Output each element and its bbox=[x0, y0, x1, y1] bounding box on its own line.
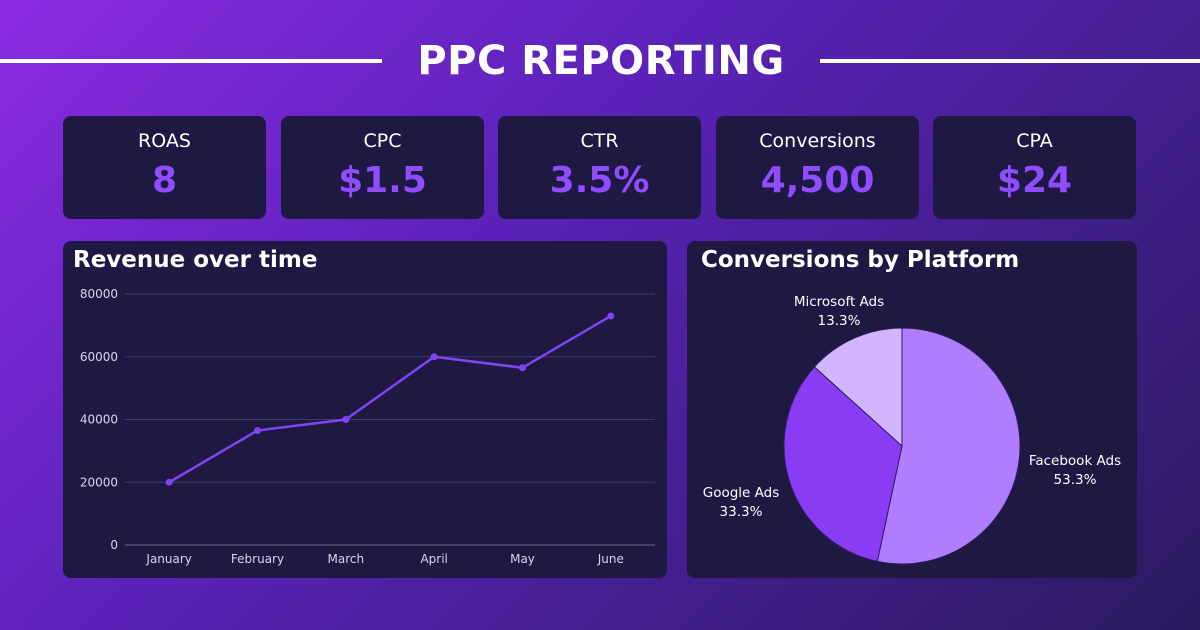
revenue-point bbox=[342, 416, 350, 423]
pie-slice bbox=[783, 366, 903, 562]
revenue-chart-panel: Revenue over time 0 20000 40000 60000 80000 J… bbox=[63, 241, 667, 578]
revenue-line-chart: 0 20000 40000 60000 80000 January February Marc… bbox=[80, 287, 655, 566]
kpi-value: 8 bbox=[151, 160, 178, 201]
platform-pie-chart: Facebook Ads 53.3% Google Ads 33.3% Microsof… bbox=[703, 294, 1121, 565]
revenue-chart-title: Revenue over time bbox=[73, 247, 318, 273]
kpi-label: CTR bbox=[580, 130, 619, 152]
pie-slice bbox=[813, 327, 903, 448]
y-tick-label: 80000 bbox=[80, 287, 118, 301]
pie-slice-percent: 33.3% bbox=[720, 504, 763, 520]
platform-chart-panel: Conversions by Platform Facebook Ads 53.3… bbox=[687, 241, 1137, 578]
revenue-point bbox=[430, 353, 438, 361]
title-divider-right bbox=[820, 59, 1200, 63]
y-tick-label: 20000 bbox=[80, 475, 118, 489]
kpi-card-ctr: CTR 3.5% bbox=[498, 116, 701, 219]
platform-chart-title: Conversions by Platform bbox=[701, 247, 1020, 273]
x-tick-label: March bbox=[328, 552, 365, 566]
kpi-label: CPC bbox=[363, 130, 402, 152]
x-tick-label: May bbox=[510, 552, 535, 566]
pie-slice-name: Google Ads bbox=[703, 485, 780, 501]
pie-slice-name: Facebook Ads bbox=[1029, 453, 1121, 469]
y-tick-label: 60000 bbox=[80, 350, 118, 364]
y-tick-label: 40000 bbox=[80, 413, 118, 427]
kpi-card-cpa: CPA $24 bbox=[933, 116, 1136, 219]
revenue-point bbox=[254, 426, 261, 434]
kpi-value: 3.5% bbox=[549, 160, 650, 201]
kpi-label: CPA bbox=[1016, 130, 1053, 152]
x-tick-label: January bbox=[145, 552, 192, 566]
kpi-value: $24 bbox=[996, 160, 1073, 201]
pie-slice-percent: 13.3% bbox=[818, 313, 861, 329]
kpi-label: Conversions bbox=[759, 130, 876, 152]
revenue-point bbox=[519, 364, 526, 372]
kpi-card-cpc: CPC $1.5 bbox=[281, 116, 484, 219]
kpi-value: 4,500 bbox=[760, 160, 875, 201]
kpi-value: $1.5 bbox=[338, 160, 427, 201]
revenue-point bbox=[607, 312, 615, 320]
kpi-card-conversions: Conversions 4,500 bbox=[716, 116, 919, 219]
pie-slice bbox=[876, 327, 1021, 565]
kpi-label: ROAS bbox=[138, 130, 191, 152]
x-tick-label: February bbox=[231, 552, 284, 566]
y-tick-label: 0 bbox=[110, 538, 118, 552]
title-divider-left bbox=[0, 59, 382, 63]
x-tick-label: June bbox=[597, 552, 624, 566]
revenue-line bbox=[168, 314, 612, 484]
header: PPC REPORTING bbox=[0, 34, 1200, 88]
revenue-point bbox=[165, 478, 173, 486]
page-title: PPC REPORTING bbox=[417, 38, 785, 84]
kpi-card-roas: ROAS 8 bbox=[63, 116, 266, 219]
x-tick-label: April bbox=[420, 552, 447, 566]
pie-slice-percent: 53.3% bbox=[1054, 472, 1097, 488]
pie-slice-name: Microsoft Ads bbox=[794, 294, 884, 310]
